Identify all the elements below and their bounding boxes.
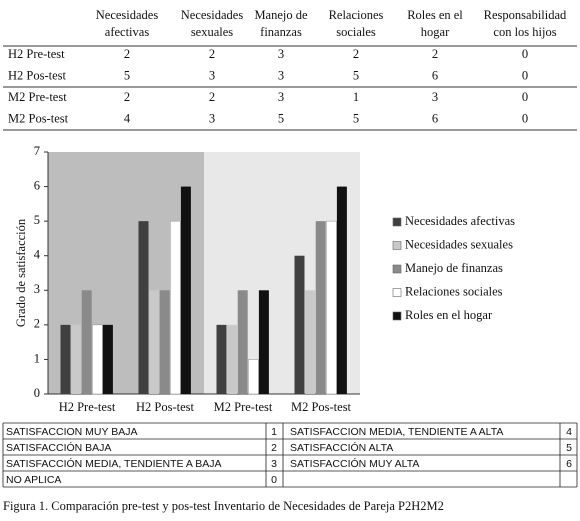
bar (237, 290, 248, 394)
scale-label: SATISFACCION MUY BAJA (6, 426, 137, 438)
y-tick-label: 1 (34, 351, 40, 365)
legend-label: Roles en el hogar (405, 308, 493, 322)
bar (294, 255, 305, 394)
cell: 5 (353, 111, 359, 125)
row-label: H2 Pos-test (8, 68, 67, 82)
legend-swatch (392, 241, 402, 250)
column-header: Necesidades (96, 8, 159, 22)
cell: 0 (522, 68, 528, 82)
column-header: hogar (421, 25, 450, 39)
cell: 2 (353, 47, 359, 61)
cell: 1 (353, 90, 359, 104)
row-label: H2 Pre-test (8, 47, 65, 61)
column-header: sexuales (191, 25, 233, 39)
cell: 0 (522, 111, 528, 125)
column-header: Responsabilidad (484, 8, 567, 22)
column-header: finanzas (260, 25, 302, 39)
bar (336, 186, 347, 394)
cell: 5 (278, 111, 284, 125)
bar (71, 324, 82, 394)
bar (159, 290, 170, 394)
cell: 3 (278, 68, 284, 82)
bar (60, 324, 71, 394)
bar (102, 324, 113, 394)
bar (315, 221, 326, 394)
scale-label: SATISFACCIÓN MEDIA, TENDIENTE A BAJA (6, 457, 222, 470)
scale-value: 5 (566, 442, 572, 454)
cell: 2 (124, 90, 130, 104)
scale-value: 3 (271, 458, 277, 470)
cell: 3 (209, 68, 215, 82)
bar (92, 324, 103, 395)
scale-label: SATISFACCIÓN ALTA (290, 441, 393, 454)
x-tick-label: H2 Pre-test (59, 400, 116, 414)
column-header: afectivas (105, 25, 150, 39)
row-label: M2 Pre-test (8, 90, 67, 104)
legend-label: Necesidades sexuales (405, 237, 513, 251)
cell: 4 (124, 111, 131, 125)
scale-label: NO APLICA (6, 474, 61, 486)
y-tick-label: 3 (34, 282, 40, 296)
bar (149, 290, 160, 394)
column-header: Roles en el (407, 8, 463, 22)
bar (180, 186, 191, 394)
cell: 2 (432, 47, 438, 61)
bar (227, 324, 238, 394)
x-tick-label: M2 Pos-test (291, 400, 352, 414)
bar (138, 221, 149, 394)
row-label: M2 Pos-test (8, 111, 69, 125)
cell: 2 (209, 90, 215, 104)
y-axis-label: Grado de satisfacción (14, 218, 28, 327)
cell: 2 (124, 47, 130, 61)
y-tick-label: 5 (34, 213, 40, 227)
y-tick-label: 4 (34, 248, 41, 262)
legend-label: Necesidades afectivas (405, 214, 515, 228)
y-tick-label: 0 (34, 386, 40, 400)
bar (305, 290, 316, 394)
cell: 2 (209, 47, 215, 61)
scale-value: 4 (566, 426, 572, 438)
column-header: Necesidades (181, 8, 244, 22)
x-tick-label: H2 Pos-test (136, 400, 195, 414)
cell: 3 (278, 90, 284, 104)
scale-value: 2 (271, 442, 277, 454)
bar (248, 359, 259, 395)
bar (258, 290, 269, 394)
scale-label: SATISFACCIÓN BAJA (6, 441, 111, 454)
legend-swatch (392, 217, 402, 227)
bar (216, 324, 227, 394)
scale-value: 0 (271, 474, 277, 486)
scale-label: SATISFACCION MEDIA, TENDIENTE A ALTA (290, 426, 503, 438)
scale-label: SATISFACCIÓN MUY ALTA (290, 457, 419, 470)
cell: 5 (353, 68, 359, 82)
y-tick-label: 7 (34, 144, 40, 158)
column-header: sociales (336, 25, 376, 39)
y-tick-label: 6 (34, 178, 40, 192)
column-header: Relaciones (329, 8, 384, 22)
bar (325, 220, 337, 395)
legend-swatch (392, 288, 402, 297)
column-header: con los hijos (493, 25, 556, 39)
legend-label: Manejo de finanzas (405, 261, 503, 275)
cell: 0 (522, 90, 528, 104)
legend-swatch (392, 264, 402, 274)
column-header: Manejo de (254, 8, 308, 22)
x-tick-label: M2 Pre-test (214, 400, 273, 414)
legend-swatch (392, 311, 402, 321)
bar (81, 290, 92, 394)
scale-value: 6 (566, 458, 572, 470)
cell: 3 (209, 111, 215, 125)
y-tick-label: 2 (34, 317, 40, 331)
cell: 6 (432, 111, 438, 125)
cell: 6 (432, 68, 438, 82)
scale-value: 1 (271, 426, 277, 438)
cell: 5 (124, 68, 130, 82)
cell: 0 (522, 47, 528, 61)
cell: 3 (278, 47, 284, 61)
legend-label: Relaciones sociales (405, 284, 503, 298)
caption: Figura 1. Comparación pre-test y pos-tes… (3, 499, 444, 513)
bar (170, 220, 181, 395)
cell: 3 (432, 90, 438, 104)
